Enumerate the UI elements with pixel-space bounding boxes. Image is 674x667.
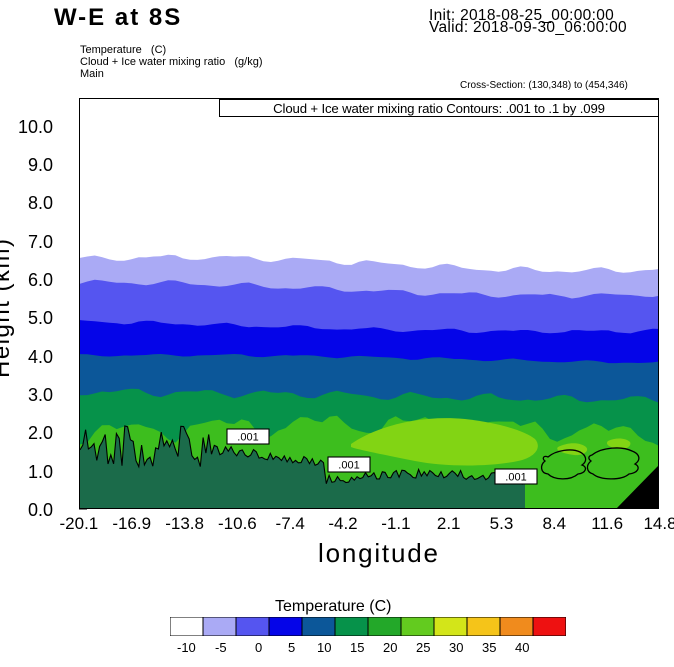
svg-text:.001: .001 (338, 460, 359, 472)
svg-text:.001: .001 (237, 432, 258, 444)
svg-text:.001: .001 (505, 472, 526, 484)
